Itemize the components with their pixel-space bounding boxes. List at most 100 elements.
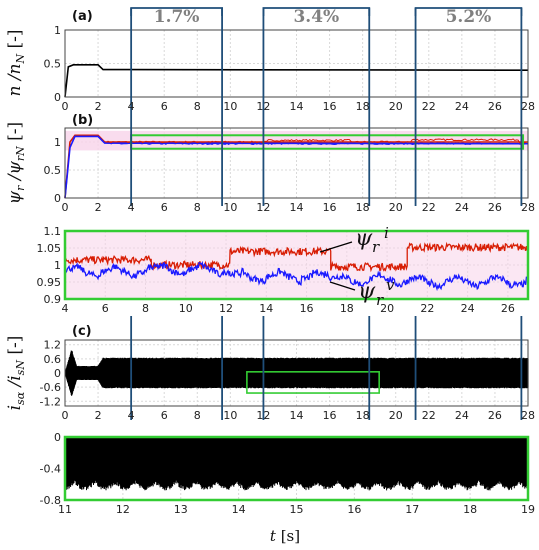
x-tick-label: 20 [389,100,403,113]
y-label-b: ψr /ψrN [-] [5,122,27,204]
y-tick-label: 1 [54,24,61,37]
x-tick-label: 2 [95,100,102,113]
flux-line-v [64,135,529,199]
x-tick-label: 14 [290,100,304,113]
x-tick-label: 4 [62,302,69,315]
panel-1 [64,29,529,98]
region-label: 1.7% [154,7,200,27]
axes-box [64,127,529,199]
x-tick-label: 16 [323,409,337,422]
region-foot [262,412,371,420]
x-tick-label: 13 [174,503,188,516]
x-tick-label: 24 [455,201,469,214]
x-tick-label: 26 [501,302,515,315]
x-tick-label: 18 [356,100,370,113]
x-tick-label: 6 [161,409,168,422]
x-tick-label: 18 [463,503,477,516]
x-tick-label: 22 [422,201,436,214]
x-label: t [s] [270,527,300,545]
x-tick-label: 19 [521,503,535,516]
y-tick-label: -1.2 [40,395,61,408]
x-tick-label: 26 [488,201,502,214]
x-tick-label: 10 [223,100,237,113]
annotation-psi-v: ψ [358,279,376,304]
x-tick-label: 15 [290,503,304,516]
panel-label-c: (c) [72,324,92,339]
flux-noise [106,142,527,146]
x-tick-label: 24 [455,409,469,422]
panel-4 [64,339,529,407]
y-tick-label: 0.5 [44,164,62,177]
x-tick-label: 14 [232,503,246,516]
x-tick-label: 8 [142,302,149,315]
x-tick-label: 2 [95,201,102,214]
x-tick-label: 14 [259,302,273,315]
y-tick-label: 1.05 [37,242,62,255]
region-foot [130,412,223,420]
x-tick-label: 22 [422,409,436,422]
x-tick-label: 17 [405,503,419,516]
flux-zoom-i [64,241,529,273]
x-tick-label: 12 [116,503,130,516]
x-tick-label: 22 [420,302,434,315]
x-tick-label: 14 [290,201,304,214]
y-tick-label: 0.6 [44,353,62,366]
x-tick-label: 6 [102,302,109,315]
zoom-frame [63,435,530,502]
y-tick-label: 0.95 [37,276,62,289]
y-tick-label: 1.2 [44,339,62,352]
x-tick-label: 24 [461,302,475,315]
y-tick-label: -0.8 [40,494,61,507]
x-tick-label: 2 [95,409,102,422]
flux-noise [105,138,527,144]
y-tick-label: 0 [54,91,61,104]
panel-2 [64,127,529,199]
x-tick-label: 18 [340,302,354,315]
panel-3 [63,229,530,301]
y-tick-label: 0 [54,367,61,380]
y-tick-label: 0.5 [44,58,62,71]
annotation-sup-v: v [386,276,395,294]
x-tick-label: 6 [161,201,168,214]
x-tick-label: 10 [223,409,237,422]
panel-label-a: (a) [72,9,93,24]
x-tick-label: 12 [256,201,270,214]
x-tick-label: 24 [455,100,469,113]
x-tick-label: 12 [219,302,233,315]
x-tick-label: 20 [389,201,403,214]
x-tick-label: 16 [323,100,337,113]
panel-label-b: (b) [72,113,93,128]
region-foot [414,412,523,420]
speed-line [64,64,529,98]
x-tick-label: 14 [290,409,304,422]
x-tick-label: 16 [347,503,361,516]
y-tick-label: -0.6 [40,381,61,394]
y-tick-label: 1 [54,136,61,149]
y-tick-label: 0 [54,431,61,444]
region-label: 3.4% [293,7,339,27]
annotation-sup-i: i [384,224,389,242]
x-tick-label: 22 [422,100,436,113]
x-tick-label: 8 [194,201,201,214]
x-tick-label: 10 [179,302,193,315]
x-tick-label: 18 [356,409,370,422]
x-tick-label: 18 [356,201,370,214]
x-tick-label: 12 [256,100,270,113]
y-tick-label: 1 [54,259,61,272]
zoom-box [246,371,380,394]
y-tick-label: 1.1 [44,225,62,238]
x-tick-label: 4 [128,409,135,422]
y-tick-label: 0.9 [44,293,62,306]
x-tick-label: 16 [300,302,314,315]
x-tick-label: 20 [380,302,394,315]
annotation-sub-i: r [372,238,380,256]
x-tick-label: 28 [521,409,535,422]
x-tick-label: 16 [323,201,337,214]
x-tick-label: 12 [256,409,270,422]
x-tick-label: 10 [223,201,237,214]
x-tick-label: 0 [62,409,69,422]
x-tick-label: 26 [488,409,502,422]
axes-box [64,339,529,407]
x-tick-label: 28 [521,201,535,214]
